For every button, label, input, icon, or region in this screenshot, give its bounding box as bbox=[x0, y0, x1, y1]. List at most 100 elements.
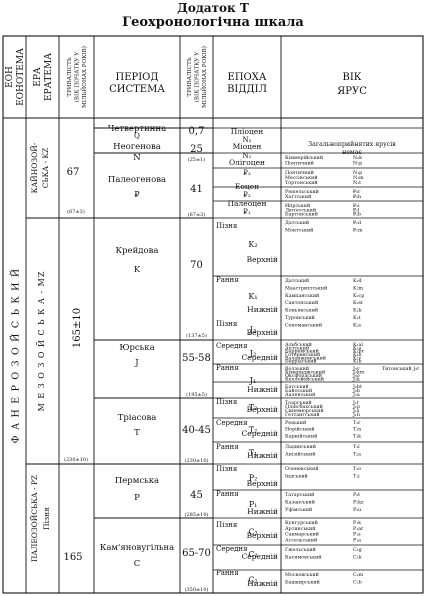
period-name: Тріасова bbox=[118, 413, 157, 423]
stage-index: J₁h bbox=[352, 412, 360, 418]
stage-index: P₁a bbox=[353, 537, 361, 543]
stage-name: Геттангський bbox=[285, 412, 320, 418]
stage-name: Синемюрський bbox=[285, 408, 324, 414]
stage-index: J₁t bbox=[352, 400, 359, 406]
epoch-index: J₁ bbox=[249, 376, 256, 385]
stage-index: T₃r bbox=[353, 420, 361, 426]
stage-name: Плінсбахський bbox=[285, 403, 323, 410]
stage-index: N₁p bbox=[353, 170, 362, 176]
period-duration-header: МІЛЬЙОНАХ РОКІВ) bbox=[200, 46, 208, 108]
stage-name: Тортонський bbox=[285, 180, 318, 186]
page-title: Додаток Т bbox=[177, 1, 249, 15]
era-name: СЬКА - KZ bbox=[41, 148, 50, 188]
era-name: ПАЛЕОЗОЙСЬКА - PZ bbox=[30, 475, 39, 562]
stage-index: T₁i bbox=[353, 473, 360, 479]
era-duration-header: (ВІК ПОЧАТКУ У bbox=[73, 52, 80, 103]
stage-extra: Титонський J₃t bbox=[382, 366, 419, 372]
epoch-name: Верхній bbox=[247, 531, 278, 540]
stage-name: Башкирський bbox=[285, 579, 320, 585]
epoch-index: ₽₁ bbox=[243, 208, 250, 216]
epoch-name: Нижній bbox=[247, 305, 278, 314]
stage-name: Понтичний bbox=[285, 170, 314, 176]
epoch-name: Рання bbox=[216, 490, 239, 498]
period-index: Q bbox=[134, 132, 140, 140]
stage-name: Тоарський bbox=[285, 400, 312, 406]
stage-name: Валанжинський bbox=[285, 355, 326, 361]
eon-name: Ф А Н Е Р О З О Й С Ь К И Й bbox=[10, 268, 22, 444]
stage-name: Кампанський bbox=[285, 293, 319, 299]
stage-name: Артинський bbox=[285, 526, 315, 532]
epoch-name: Верхній bbox=[247, 479, 278, 488]
epoch-index: J₂ bbox=[249, 349, 256, 358]
age-header: ВІК bbox=[342, 72, 361, 83]
stage-index: ₽₂i bbox=[353, 203, 360, 209]
stage-index: K₁br bbox=[353, 349, 365, 355]
stage-index: T₂l bbox=[353, 444, 360, 450]
stage-name: Сантонський bbox=[285, 300, 318, 306]
period-header: ПЕРІОД bbox=[115, 72, 158, 83]
epoch-name: Олігоцен bbox=[229, 158, 265, 167]
stage-index: J₂bt bbox=[352, 384, 362, 390]
stage-index: ₽₂b bbox=[353, 212, 361, 218]
stage-name: Ассельський bbox=[285, 537, 317, 543]
stage-name: Рецький bbox=[285, 420, 306, 426]
era-start: (67±3) bbox=[67, 208, 85, 215]
stage-index: C₃g bbox=[353, 547, 362, 553]
epoch-name: Нижній bbox=[247, 385, 278, 394]
epoch-index: C₃ bbox=[248, 528, 257, 537]
stage-name: Волзький bbox=[285, 366, 309, 372]
epoch-name: Міоцен bbox=[233, 142, 262, 151]
stage-index: K₁al bbox=[353, 342, 363, 348]
stage-index: C₃k bbox=[353, 554, 362, 560]
epoch-index: ₽₂ bbox=[243, 191, 250, 199]
stage-name: Ладинський bbox=[285, 444, 316, 450]
epoch-name: Середня bbox=[216, 419, 248, 427]
stage-index: C₂b bbox=[353, 579, 362, 585]
page-subtitle: Геохронологічна шкала bbox=[122, 15, 304, 30]
epoch-name: Рання bbox=[216, 569, 239, 577]
stage-name: Готеривський bbox=[285, 352, 320, 358]
stage-index: T₃k bbox=[353, 433, 361, 439]
stage-index: ₽₁d bbox=[353, 220, 361, 226]
epoch-name: Пізня bbox=[216, 320, 238, 328]
stage-index: J₃km bbox=[352, 370, 365, 376]
stage-index: K₂k bbox=[353, 308, 362, 314]
stage-index: P₂kz bbox=[353, 499, 364, 505]
era-start: (230±10) bbox=[64, 456, 88, 463]
epoch-name: Нижній bbox=[247, 507, 278, 516]
epoch-name: Пізня bbox=[216, 222, 238, 230]
stage-name: Понтичний bbox=[285, 161, 314, 167]
period-index: C bbox=[134, 559, 141, 569]
stage-index: K₁h bbox=[353, 352, 362, 358]
era-duration: 165±10 bbox=[72, 308, 83, 348]
epoch-index: C₁ bbox=[248, 576, 257, 585]
epoch-index: P₂ bbox=[249, 474, 258, 483]
stage-index: T₃n bbox=[353, 427, 361, 433]
epoch-index: T₃ bbox=[249, 403, 258, 412]
epoch-name: Середня bbox=[216, 342, 248, 350]
stage-name: Оленекський bbox=[285, 466, 319, 472]
period-index: T bbox=[134, 428, 140, 438]
epoch-name: Пізня bbox=[216, 465, 238, 473]
stage-name: Кіммерійський bbox=[285, 155, 323, 161]
era-header: ЕРА bbox=[33, 67, 43, 87]
period-name: Неогенова bbox=[113, 142, 161, 152]
period-index: K bbox=[134, 265, 141, 275]
stage-index: J₃k bbox=[352, 377, 360, 383]
period-name: Палеогенова bbox=[108, 175, 166, 185]
epoch-name: Нижній bbox=[247, 451, 278, 460]
epoch-index: N₂ bbox=[243, 136, 252, 144]
epoch-name: Верхній bbox=[247, 255, 278, 264]
stage-name: Індський bbox=[285, 473, 308, 479]
epoch-name: Пізня bbox=[216, 521, 238, 529]
epoch-index: K₂ bbox=[248, 240, 257, 249]
epoch-index: C₂ bbox=[248, 550, 257, 559]
stage-index: P₂u bbox=[353, 507, 361, 513]
period-name: Кам'яновугільна bbox=[100, 543, 174, 553]
epoch-index: P₁ bbox=[249, 500, 258, 509]
period-duration: 55-58 bbox=[182, 353, 211, 364]
stage-name: Кунгурський bbox=[285, 520, 318, 526]
stage-name: Мессінський bbox=[285, 175, 318, 181]
stage-note: немає bbox=[342, 149, 362, 156]
